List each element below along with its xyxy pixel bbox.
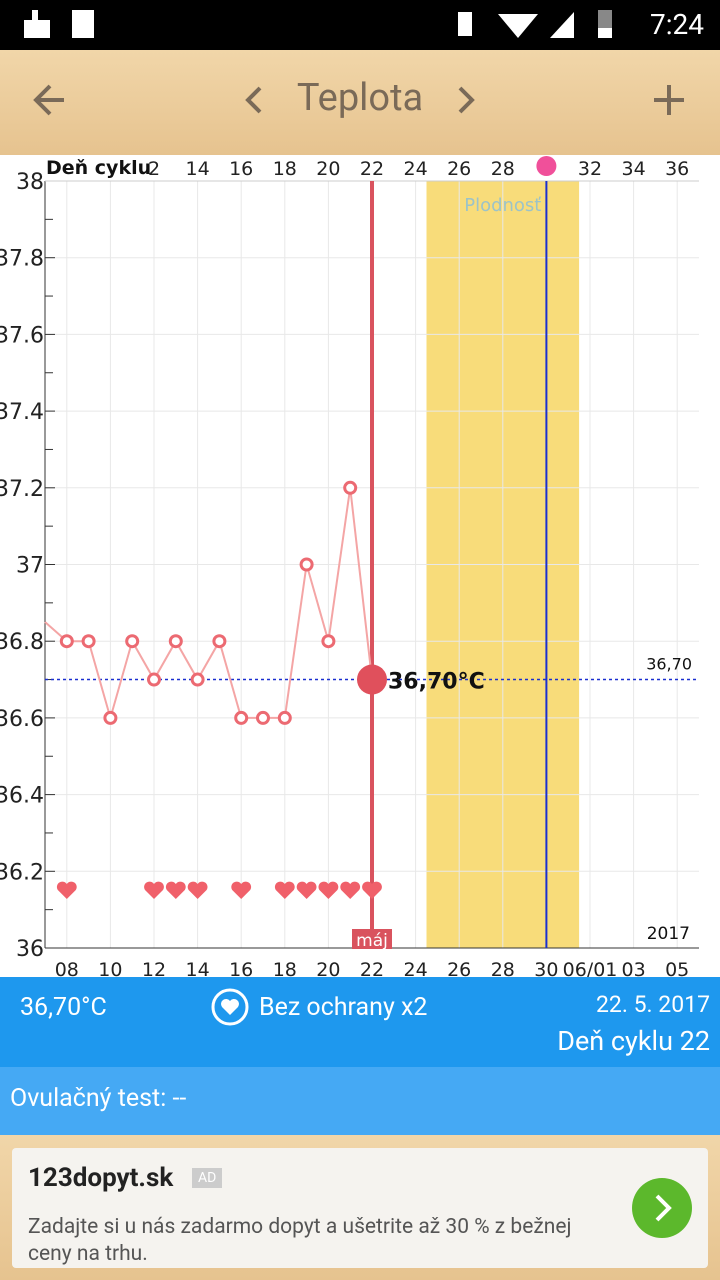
x-tick-label: 06/01	[563, 959, 618, 977]
intercourse-heart	[340, 881, 361, 899]
heart-icon	[211, 988, 249, 1026]
x-tick-label: 14	[186, 959, 210, 977]
temperature-line	[44, 487, 373, 722]
cycle-tick-label: 18	[273, 158, 297, 180]
x-tick-label: 22	[360, 959, 384, 977]
ovulation-test: Ovulačný test: --	[0, 1067, 720, 1135]
intercourse-heart	[187, 881, 208, 899]
date: 22. 5. 2017	[595, 991, 710, 1018]
intercourse-heart	[274, 881, 295, 899]
cycle-tick-label: 36	[665, 158, 689, 180]
temperature-point	[234, 710, 249, 725]
y-tick-label: 36.8	[0, 630, 44, 655]
temperature: 36,70°C	[20, 993, 107, 1022]
temperature-point	[256, 710, 270, 725]
x-tick-label: 20	[316, 959, 340, 977]
chart: Plodnosť3636.236.436.636.83737.237.437.6…	[0, 155, 699, 977]
cycle-tick-label: 34	[622, 158, 646, 180]
protection: Bez ochrany x2	[259, 993, 428, 1022]
y-tick-label: 37.6	[0, 323, 44, 348]
system-icons	[458, 10, 612, 38]
ad-title: 123dopyt.sk	[28, 1163, 174, 1193]
temperature-point	[147, 672, 161, 687]
intercourse-heart	[318, 881, 339, 899]
temperature-point	[212, 634, 227, 649]
month-tag-bg	[352, 929, 392, 949]
intercourse-heart	[165, 881, 186, 899]
intercourse-heart	[362, 881, 382, 899]
cycle-tick-label: 26	[447, 158, 471, 180]
selected-point	[357, 664, 387, 695]
y-tick-label: 36.4	[0, 784, 44, 809]
ad-banner[interactable]: 123dopyt.sk AD Zadajte si u nás zadarmo …	[12, 1148, 708, 1268]
cycle-tick-label: 32	[578, 158, 602, 180]
intercourse-heart	[231, 881, 252, 899]
ovulation-marker	[536, 156, 557, 176]
cycle-day: Deň cyklu 22	[557, 1025, 710, 1057]
x-tick-label: 26	[447, 959, 471, 977]
cycle-tick-label: 2	[148, 158, 160, 180]
x-tick-label: 08	[55, 959, 79, 977]
temperature-point	[277, 710, 292, 725]
day-info: 36,70°C Bez ochrany x2 22. 5. 2017 Deň c…	[0, 977, 720, 1067]
nav-icons[interactable]	[33, 84, 684, 116]
x-tick-label: 16	[229, 959, 253, 977]
y-tick-label: 36.6	[0, 707, 44, 732]
y-tick-label: 36	[16, 937, 44, 962]
ad-button[interactable]	[632, 1178, 692, 1238]
temperature-point	[81, 634, 96, 649]
temperature-point	[190, 672, 205, 687]
temperature-point	[343, 480, 358, 495]
temperature-point	[103, 710, 118, 725]
y-tick-label: 37.2	[0, 477, 44, 502]
temperature-point	[321, 634, 336, 649]
month-tag: máj	[356, 931, 388, 951]
y-tick-label: 37.8	[0, 247, 44, 272]
status-icons	[24, 10, 94, 38]
clock: 7:24	[650, 8, 704, 41]
status-bar: 7:24	[0, 0, 720, 50]
cycle-tick-label: 24	[404, 158, 428, 180]
x-tick-label: 24	[404, 959, 428, 977]
temperature-point	[299, 557, 314, 572]
temperature-point	[125, 634, 140, 649]
cycle-tick-label: 14	[186, 158, 210, 180]
reference-label: 36,70	[646, 655, 692, 674]
intercourse-heart	[144, 881, 164, 899]
ad-area: 123dopyt.sk AD Zadajte si u nás zadarmo …	[0, 1135, 720, 1280]
x-tick-label: 30	[534, 959, 558, 977]
intercourse-heart	[296, 881, 317, 899]
ovulation-test-text: Ovulačný test: --	[10, 1084, 187, 1113]
temperature-point	[59, 634, 74, 649]
y-tick-label: 37.4	[0, 400, 44, 425]
cycle-tick-label: 16	[229, 158, 253, 180]
intercourse-heart	[56, 881, 77, 899]
x-tick-label: 18	[273, 959, 297, 977]
y-tick-label: 36.2	[0, 860, 44, 885]
y-tick-label: 38	[16, 170, 44, 195]
x-tick-label: 10	[98, 959, 122, 977]
x-tick-label: 05	[665, 959, 689, 977]
ad-badge: AD	[192, 1168, 223, 1188]
ad-text: Zadajte si u nás zadarmo dopyt a ušetrit…	[28, 1215, 572, 1266]
y-tick-label: 37	[16, 554, 44, 579]
cycle-tick-label: 20	[316, 158, 340, 180]
temperature-point	[168, 634, 183, 649]
year-label: 2017	[647, 924, 690, 944]
x-tick-label: 12	[142, 959, 166, 977]
cycle-axis-title: Deň cyklu	[46, 157, 151, 179]
x-tick-label: 03	[622, 959, 646, 977]
x-tick-label: 28	[491, 959, 515, 977]
toolbar: Teplota	[0, 50, 720, 155]
selected-label: 36,70°C	[388, 670, 485, 695]
cycle-tick-label: 22	[360, 158, 384, 180]
cycle-tick-label: 28	[491, 158, 515, 180]
screen-title: Teplota	[296, 76, 424, 120]
toolbar-icons	[33, 84, 684, 116]
cycle-title-bg	[44, 155, 142, 181]
